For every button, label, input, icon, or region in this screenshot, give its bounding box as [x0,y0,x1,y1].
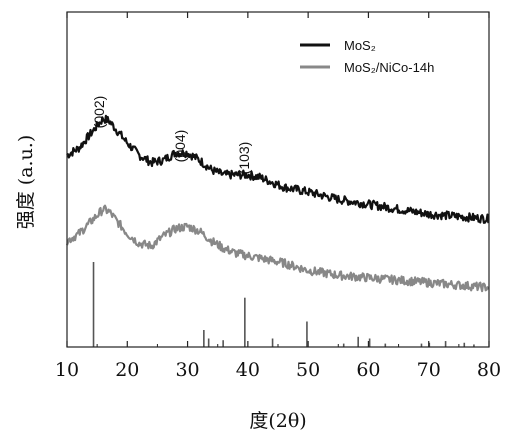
peak-label-004: (004) [172,130,188,163]
series-layer [65,114,490,293]
reference-sticks [92,262,475,347]
y-axis-title: 强度 (a.u.) [15,135,37,230]
x-tick-label: 50 [296,359,320,381]
x-axis-ticks [66,12,490,347]
x-tick-label: 20 [115,359,139,381]
legend-label-mos2-nico: MoS₂/NiCo-14h [344,60,434,75]
x-tick-label: 60 [356,359,380,381]
peak-label-103: (103) [236,142,252,175]
x-tick-label: 40 [236,359,260,381]
legend: MoS₂ MoS₂/NiCo-14h [300,38,434,75]
series-line-0 [66,114,490,224]
x-tick-label: 30 [175,359,199,381]
x-tick-label: 70 [417,359,441,381]
x-tick-label: 10 [55,359,79,381]
x-axis-tick-labels: 10 20 30 40 50 60 70 80 [55,359,501,381]
legend-label-mos2: MoS₂ [344,38,376,53]
x-tick-label: 80 [477,359,501,381]
peak-label-002: (002) [91,96,107,129]
x-axis-title: 度(2θ) [249,410,306,432]
series-line-1 [65,204,490,293]
